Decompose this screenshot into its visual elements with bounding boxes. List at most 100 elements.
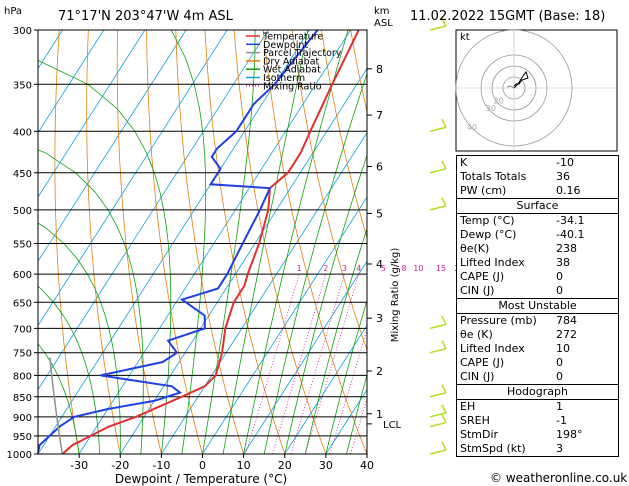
- wind-barb-flag: [441, 414, 447, 423]
- stat-value: 272: [556, 328, 577, 341]
- km-tick-label: 2: [376, 365, 383, 378]
- wind-barb-flag: [441, 384, 447, 394]
- hodograph-ring-label: 40: [467, 123, 477, 132]
- stat-row: Lifted Index 10: [457, 342, 618, 356]
- y-tick-label: 400: [13, 127, 32, 138]
- mixing-ratio-line: [290, 273, 345, 454]
- stat-label: Dewp (°C): [460, 228, 517, 241]
- stat-label: EH: [460, 400, 476, 413]
- stat-label: PW (cm): [460, 184, 507, 197]
- isotherm-line: [161, 131, 367, 454]
- stat-row: EH 1: [457, 399, 618, 414]
- wind-barb: [429, 323, 447, 330]
- isotherm-line: [243, 260, 367, 454]
- stat-label: CIN (J): [460, 284, 495, 297]
- stat-label: K: [460, 156, 468, 169]
- stat-label: Lifted Index: [460, 342, 525, 355]
- mixing-ratio-line: [272, 273, 327, 454]
- dry-adiabat-line: [233, 30, 327, 454]
- mixing-ratio-label: 1: [297, 264, 302, 273]
- x-tick-label: 40: [360, 459, 374, 472]
- hodograph-unit: kt: [460, 32, 470, 43]
- stat-row: Pressure (mb) 784: [457, 313, 618, 328]
- stat-row: Temp (°C) -34.1: [457, 213, 618, 228]
- stat-label: StmSpd (kt): [460, 442, 526, 455]
- isotherm-line: [38, 30, 269, 391]
- stat-value: 1: [556, 400, 563, 413]
- km-tick-label: 6: [376, 160, 383, 173]
- copyright: © weatheronline.co.uk: [490, 471, 627, 485]
- stat-value: -34.1: [556, 214, 585, 227]
- mixing-ratio-line: [304, 273, 360, 454]
- x-tick-label: -30: [70, 459, 88, 472]
- mixing-ratio-label: 15: [436, 264, 446, 273]
- wind-barb: [429, 25, 447, 31]
- stat-row: CIN (J) 0: [457, 284, 618, 298]
- stat-value: 3: [556, 442, 563, 455]
- wind-barb-flag: [441, 316, 447, 325]
- y-tick-label: 1000: [7, 450, 32, 461]
- wind-barb-flag: [441, 404, 447, 414]
- wind-barb: [429, 421, 447, 428]
- km-tick-label: 4: [376, 258, 383, 271]
- mixing-ratio-label: 4: [356, 264, 361, 273]
- wet-adiabat-line: [263, 72, 367, 454]
- legend-entry: Wet Adiabat: [263, 65, 321, 76]
- temperature-profile: [61, 30, 360, 454]
- y-tick-label: 550: [13, 239, 32, 250]
- legend-entry: Dry Adiabat: [263, 56, 320, 67]
- y-tick-label: 950: [13, 432, 32, 443]
- location-title: 71°17'N 203°47'W 4m ASL: [58, 9, 234, 24]
- asl-label: ASL: [374, 18, 393, 29]
- y-tick-label: 600: [13, 270, 32, 281]
- hodo-title: Hodograph: [457, 384, 618, 399]
- stat-label: SREH: [460, 414, 490, 427]
- stat-value: -1: [556, 414, 567, 427]
- dewpoint-profile: [38, 30, 319, 454]
- stat-value: 0: [556, 370, 563, 383]
- stat-row: CAPE (J) 0: [457, 270, 618, 284]
- wet-adiabat-line: [346, 373, 367, 454]
- stat-row: θe(K) 238: [457, 242, 618, 256]
- stat-value: -40.1: [556, 228, 585, 241]
- hodograph-trace: [513, 70, 529, 89]
- stat-row: SREH -1: [457, 414, 618, 428]
- km-label: km: [374, 6, 390, 17]
- unstable-title: Most Unstable: [457, 298, 618, 313]
- stat-label: θe(K): [460, 242, 490, 255]
- stat-label: StmDir: [460, 428, 499, 441]
- hpa-label: hPa: [4, 6, 22, 17]
- stat-label: CAPE (J): [460, 356, 505, 369]
- legend-entry: Dewpoint: [263, 40, 308, 51]
- x-tick-label: 30: [319, 459, 333, 472]
- y-tick-label: 300: [13, 26, 32, 37]
- y-tick-label: 350: [13, 80, 32, 91]
- mixing-ratio-line: [329, 328, 367, 454]
- datetime-title: 11.02.2022 15GMT (Base: 18): [410, 9, 605, 24]
- lcl-label: LCL: [383, 420, 402, 431]
- stat-value: 784: [556, 314, 577, 327]
- stat-label: Lifted Index: [460, 256, 525, 269]
- wind-barb-flag: [441, 160, 447, 170]
- stat-label: Totals Totals: [460, 170, 527, 183]
- isotherm-line: [78, 30, 351, 454]
- mixing-ratio-label: 5: [381, 264, 386, 273]
- parcel-trajectory: [49, 357, 64, 454]
- wet-adiabat-line: [38, 149, 144, 454]
- isotherm-line: [38, 30, 187, 262]
- legend-entry: Temperature: [262, 32, 323, 43]
- km-tick-label: 3: [376, 312, 383, 325]
- wet-adiabat-line: [38, 343, 80, 454]
- y-tick-label: 500: [13, 206, 32, 217]
- stat-value: 38: [556, 256, 570, 269]
- y-tick-label: 900: [13, 413, 32, 424]
- stats-panel: K -10 Totals Totals 36 PW (cm) 0.16 Surface T…: [456, 155, 619, 457]
- hodograph-ring-label: 30: [486, 104, 496, 113]
- stat-value: 0: [556, 284, 563, 297]
- stat-row: CAPE (J) 0: [457, 356, 618, 370]
- isotherm-line: [284, 324, 367, 454]
- x-tick-label: 10: [237, 459, 251, 472]
- dry-adiabat-line: [321, 30, 367, 240]
